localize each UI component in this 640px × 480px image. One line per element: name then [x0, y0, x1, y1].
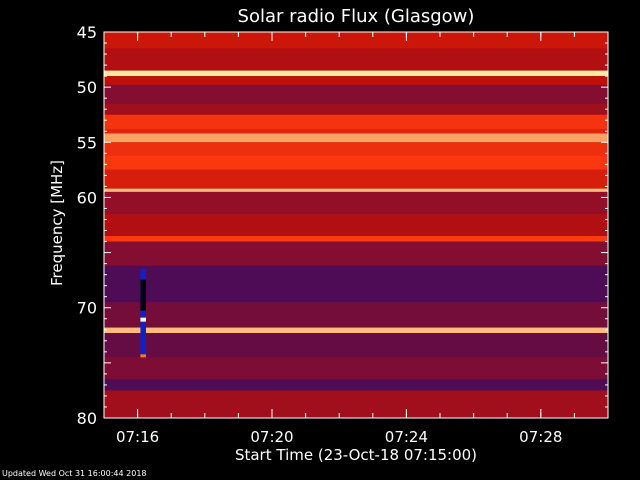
x-tick-label: 07:28: [519, 428, 562, 446]
frequency-band-10: [104, 142, 608, 156]
frequency-band-9: [104, 133, 608, 143]
radio-burst-tail: [140, 354, 146, 358]
frequency-band-1: [104, 32, 608, 49]
frequency-band-11: [104, 155, 608, 170]
frequency-band-4: [104, 76, 608, 85]
frequency-band-24: [104, 390, 608, 418]
frequency-band-20: [104, 327, 608, 334]
frequency-band-3: [104, 70, 608, 77]
radio-burst-core: [140, 279, 146, 311]
plot-area: [103, 31, 609, 419]
y-axis: 45 50 55 60 70 80: [77, 23, 608, 428]
y-tick-label: 70: [77, 299, 97, 318]
x-axis-label: Start Time (23-Oct-18 07:15:00): [235, 446, 477, 464]
frequency-band-17: [104, 241, 608, 266]
frequency-band-16: [104, 236, 608, 242]
y-tick-label: 60: [77, 188, 97, 207]
y-tick-label: 45: [77, 23, 97, 42]
y-tick-label: 80: [77, 409, 97, 428]
frequency-band-7: [104, 114, 608, 130]
y-axis-label: Frequency [MHz]: [48, 160, 66, 286]
frequency-band-23: [104, 379, 608, 391]
frequency-band-13: [104, 188, 608, 192]
frequency-band-19: [104, 302, 608, 328]
x-tick-label: 07:24: [385, 428, 428, 446]
frequency-band-14: [104, 191, 608, 214]
frequency-band-22: [104, 357, 608, 380]
updated-timestamp: Updated Wed Oct 31 16:00:44 2018: [2, 469, 147, 478]
frequency-band-21: [104, 333, 608, 358]
x-tick-label: 07:20: [250, 428, 293, 446]
frequency-band-18: [104, 265, 608, 303]
frequency-band-6: [104, 103, 608, 115]
frequency-band-5: [104, 84, 608, 104]
y-tick-label: 50: [77, 78, 97, 97]
x-tick-label: 07:16: [116, 428, 159, 446]
x-axis: 07:16 07:20 07:24 07:28: [103, 32, 609, 446]
frequency-band-2: [104, 48, 608, 71]
frequency-band-12: [104, 169, 608, 189]
y-tick-label: 55: [77, 133, 97, 152]
plot-frame: [103, 31, 609, 419]
radio-burst-peak: [140, 317, 146, 322]
frequency-band-8: [104, 129, 608, 134]
chart-title: Solar radio Flux (Glasgow): [238, 6, 475, 27]
frequency-band-15: [104, 213, 608, 237]
radio-burst-1: [140, 269, 146, 358]
